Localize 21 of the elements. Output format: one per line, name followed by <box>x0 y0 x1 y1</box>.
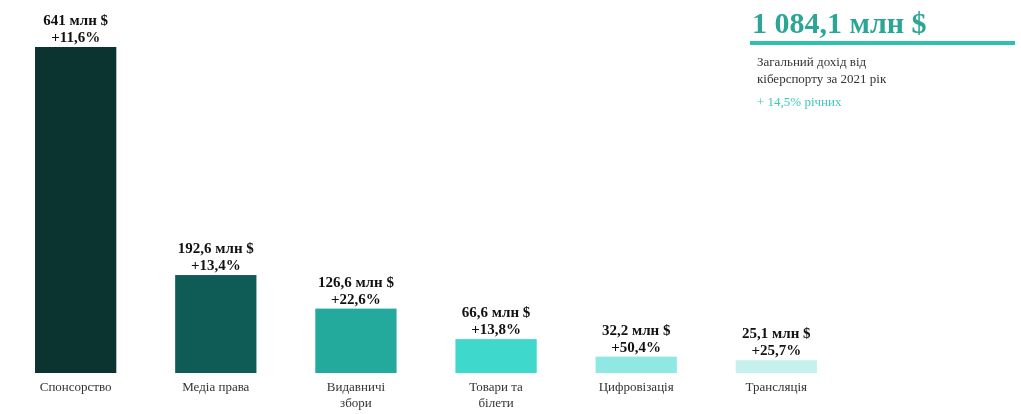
x-tick-label: Товари та білети <box>469 379 524 410</box>
data-label: 32,2 млн $ +50,4% <box>601 321 671 355</box>
x-tick-label: Спонсорство <box>39 379 112 394</box>
data-label: 192,6 млн $ +13,4% <box>177 240 255 274</box>
text: Загальний дохід від кіберспорту за 2021 рік <box>757 54 887 86</box>
bar <box>35 47 117 373</box>
data-label: 126,6 млн $ +22,6% <box>317 273 395 307</box>
bar <box>315 308 397 373</box>
data-label: 641 млн $ +11,6% <box>43 12 109 45</box>
chart-title: 1 084,1 млн $ <box>752 6 927 39</box>
bar <box>595 356 677 373</box>
data-label: 25,1 млн $ +25,7% <box>742 325 812 359</box>
bar <box>175 275 257 373</box>
bar <box>455 339 537 373</box>
annotation: + 14,5% річних <box>757 94 842 109</box>
x-tick-label: Медіа права <box>182 379 250 394</box>
bar <box>735 360 817 373</box>
x-tick-label: Трансляція <box>745 379 808 394</box>
x-tick-label: Видавничі збори <box>326 379 386 410</box>
data-label: 66,6 млн $ +13,8% <box>461 304 531 338</box>
x-tick-label: Цифровізація <box>598 379 674 394</box>
